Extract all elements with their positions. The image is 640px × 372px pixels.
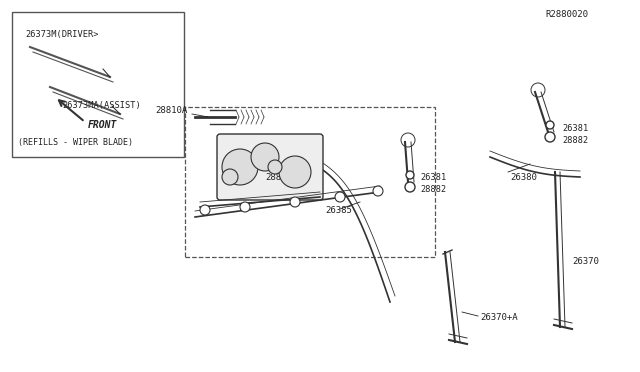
Circle shape [546, 121, 554, 129]
Text: 28800: 28800 [265, 173, 292, 182]
Text: 26370: 26370 [572, 257, 599, 266]
Circle shape [404, 136, 412, 144]
Text: 26380: 26380 [510, 173, 537, 182]
Text: 28882: 28882 [562, 135, 588, 144]
Text: R2880020: R2880020 [545, 10, 588, 19]
Circle shape [534, 86, 542, 94]
Circle shape [268, 160, 282, 174]
Text: 26373MA(ASSIST): 26373MA(ASSIST) [62, 100, 141, 109]
Text: 26381: 26381 [420, 173, 446, 182]
Text: 28882: 28882 [420, 185, 446, 193]
Circle shape [401, 133, 415, 147]
Circle shape [290, 197, 300, 207]
Circle shape [373, 186, 383, 196]
Bar [185, 107, 435, 257]
Text: (REFILLS - WIPER BLADE): (REFILLS - WIPER BLADE) [18, 138, 133, 147]
Circle shape [222, 169, 238, 185]
Circle shape [531, 83, 545, 97]
Circle shape [251, 143, 279, 171]
Circle shape [406, 171, 414, 179]
Text: 26370+A: 26370+A [480, 312, 518, 321]
Circle shape [222, 149, 258, 185]
Text: 26385: 26385 [325, 205, 352, 215]
Text: 26373M(DRIVER>: 26373M(DRIVER> [25, 29, 99, 38]
Circle shape [335, 192, 345, 202]
Circle shape [545, 132, 555, 142]
FancyBboxPatch shape [217, 134, 323, 200]
Text: 26381: 26381 [562, 124, 588, 132]
Bar [12, 12, 184, 157]
Text: 28810A: 28810A [155, 106, 188, 115]
Circle shape [240, 202, 250, 212]
Circle shape [405, 182, 415, 192]
Text: FRONT: FRONT [88, 120, 117, 130]
Circle shape [279, 156, 311, 188]
Circle shape [200, 205, 210, 215]
